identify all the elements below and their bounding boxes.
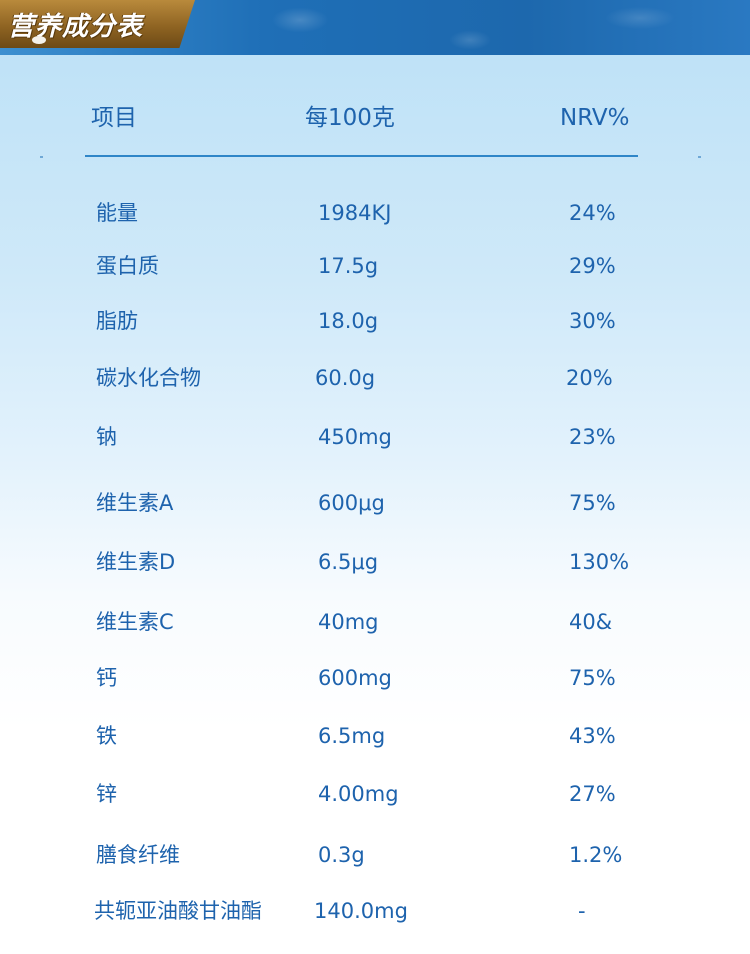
row-item: 钙 — [96, 666, 117, 690]
row-per-100g: 0.3g — [318, 843, 365, 867]
row-item: 铁 — [96, 724, 117, 748]
row-per-100g: 4.00mg — [318, 782, 399, 806]
row-per-100g: 40mg — [318, 610, 379, 634]
row-per-100g: 18.0g — [318, 309, 379, 333]
row-item: 膳食纤维 — [96, 843, 180, 867]
row-nrv: 30% — [569, 309, 616, 333]
row-nrv: 29% — [569, 254, 616, 278]
row-nrv: 24% — [569, 201, 616, 225]
title-banner: 营养成分表 — [0, 0, 750, 55]
row-item: 锌 — [96, 782, 117, 806]
row-nrv: 40& — [569, 610, 613, 634]
row-item: 碳水化合物 — [96, 366, 201, 390]
header-nrv: NRV% — [560, 105, 630, 131]
row-per-100g: 450mg — [318, 425, 392, 449]
row-item: 共轭亚油酸甘油酯 — [94, 899, 262, 923]
divider-dot-left — [40, 156, 43, 158]
row-nrv: 75% — [569, 491, 616, 515]
banner-title: 营养成分表 — [8, 12, 144, 42]
row-nrv: 75% — [569, 666, 616, 690]
row-per-100g: 6.5mg — [318, 724, 386, 748]
title-badge: 营养成分表 — [0, 0, 195, 48]
row-item: 维生素A — [96, 491, 174, 515]
row-nrv: - — [578, 899, 586, 923]
row-nrv: 27% — [569, 782, 616, 806]
header-per-100g: 每100克 — [305, 105, 395, 131]
row-item: 维生素D — [96, 550, 176, 574]
row-per-100g: 600mg — [318, 666, 392, 690]
divider-dot-right — [698, 156, 701, 158]
row-nrv: 1.2% — [569, 843, 623, 867]
row-item: 维生素C — [96, 610, 174, 634]
row-nrv: 23% — [569, 425, 616, 449]
row-per-100g: 600μg — [318, 491, 385, 515]
row-per-100g: 6.5μg — [318, 550, 379, 574]
row-item: 能量 — [96, 201, 138, 225]
row-per-100g: 140.0mg — [314, 899, 408, 923]
row-per-100g: 1984KJ — [318, 201, 392, 225]
row-item: 钠 — [96, 425, 117, 449]
nutrition-panel — [0, 55, 750, 954]
row-item: 脂肪 — [96, 309, 138, 333]
row-nrv: 20% — [566, 366, 613, 390]
row-nrv: 130% — [569, 550, 630, 574]
row-per-100g: 17.5g — [318, 254, 379, 278]
row-per-100g: 60.0g — [315, 366, 376, 390]
bubble-decoration — [32, 36, 46, 44]
row-nrv: 43% — [569, 724, 616, 748]
header-item: 项目 — [91, 105, 137, 131]
header-divider — [85, 155, 638, 157]
row-item: 蛋白质 — [96, 254, 159, 278]
